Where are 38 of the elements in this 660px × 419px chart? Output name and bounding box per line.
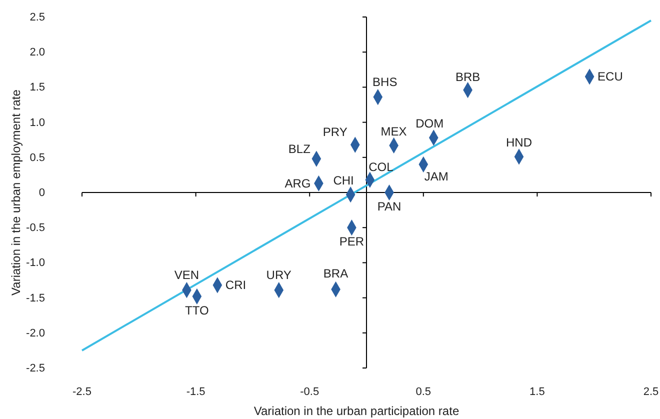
y-tick-label: -1.0 xyxy=(26,257,45,270)
y-axis-title: Variation in the urban employment rate xyxy=(9,89,23,296)
annotation: JAM xyxy=(424,169,448,184)
annotation: COL xyxy=(368,160,394,174)
annotation: BHS xyxy=(372,75,398,90)
x-tick-label: -1.5 xyxy=(186,386,206,398)
y-tick-label: -2.5 xyxy=(26,362,45,375)
annotation: ECU xyxy=(598,70,623,84)
annotation: PER xyxy=(339,234,364,249)
annotation: MEX xyxy=(380,124,407,138)
x-tick-label: -0.5 xyxy=(300,386,320,398)
annotation: BLZ xyxy=(288,142,310,156)
annotation: BRA xyxy=(323,266,348,280)
y-tick-label: 1.0 xyxy=(30,116,45,129)
y-tick-label: -2.0 xyxy=(26,327,45,340)
annotation: URY xyxy=(266,268,292,282)
x-tick-label: 0.5 xyxy=(416,386,432,398)
annotation: CHI xyxy=(333,174,354,188)
x-tick-label: -2.5 xyxy=(72,386,92,398)
annotation: CRI xyxy=(225,278,246,292)
y-tick-label: 0 xyxy=(38,187,45,200)
y-tick-label: 2.0 xyxy=(30,46,45,59)
annotation: PAN xyxy=(377,200,402,214)
annotation: ARG xyxy=(284,176,311,190)
y-tick-label: 2.5 xyxy=(30,12,45,24)
annotation: BRB xyxy=(455,70,480,84)
x-axis-title: Variation in the urban participation rate xyxy=(254,404,460,418)
annotation: DOM xyxy=(416,116,444,131)
x-tick-label: 2.5 xyxy=(643,386,659,398)
y-tick-label: 1.5 xyxy=(30,82,45,94)
y-tick-label: -0.5 xyxy=(26,222,45,234)
annotation: VEN xyxy=(174,268,200,282)
y-tick-label: -1.5 xyxy=(26,292,45,304)
annotation: PRY xyxy=(322,124,348,139)
annotation: TTO xyxy=(185,303,209,318)
annotation: HND xyxy=(506,136,532,150)
y-tick-label: 0.5 xyxy=(30,152,45,164)
x-tick-label: 1.5 xyxy=(530,386,545,398)
